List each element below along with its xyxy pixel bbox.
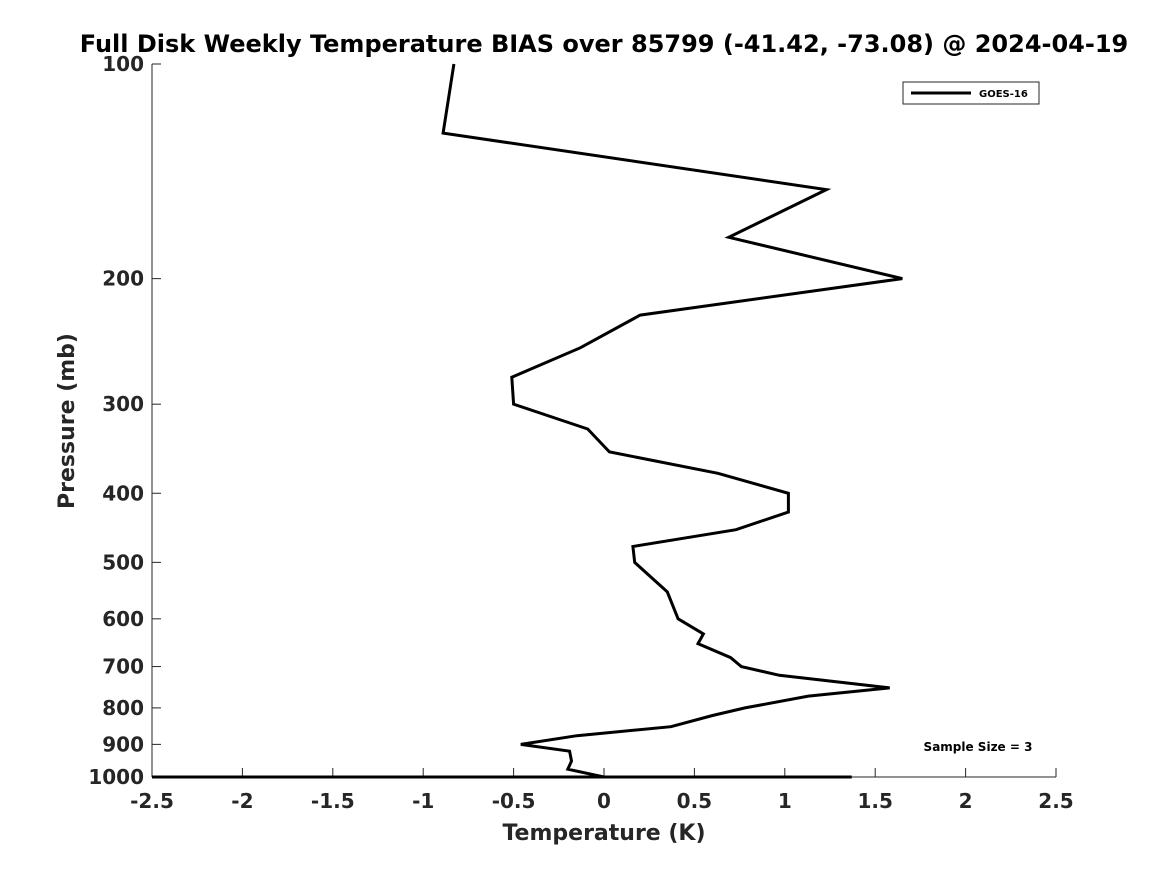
y-tick-label: 500 xyxy=(102,550,144,574)
y-tick-label: 400 xyxy=(102,481,144,505)
y-axis-label: Pressure (mb) xyxy=(55,333,80,509)
legend: GOES-16 xyxy=(902,81,1040,105)
x-tick-label: 1 xyxy=(778,789,792,813)
x-tick-label: -1 xyxy=(412,789,434,813)
series-line-goes-16 xyxy=(152,63,903,779)
y-tick-label: 300 xyxy=(102,392,144,416)
x-axis-label: Temperature (K) xyxy=(502,821,705,846)
x-tick-label: 1.5 xyxy=(857,789,892,813)
data-layer xyxy=(152,63,903,779)
chart-title: Full Disk Weekly Temperature BIAS over 8… xyxy=(80,30,1128,58)
x-tick-label: -1.5 xyxy=(311,789,355,813)
x-tick-label: 0.5 xyxy=(677,789,712,813)
y-tick-label: 700 xyxy=(102,655,144,679)
y-tick-label: 800 xyxy=(102,696,144,720)
legend-entry-label: GOES-16 xyxy=(979,89,1028,100)
x-tick-label: -2 xyxy=(231,789,253,813)
y-tick-label: 900 xyxy=(102,732,144,756)
x-tick-label: 0 xyxy=(597,789,611,813)
y-tick-label: 200 xyxy=(102,267,144,291)
sample-size-annotation: Sample Size = 3 xyxy=(924,740,1033,754)
x-tick-label: -2.5 xyxy=(130,789,174,813)
y-tick-label: 600 xyxy=(102,607,144,631)
y-tick-label: 100 xyxy=(102,52,144,76)
x-tick-label: -0.5 xyxy=(492,789,536,813)
x-tick-label: 2 xyxy=(959,789,973,813)
y-tick-label: 1000 xyxy=(88,765,144,789)
axes: -2.5 -2 -1.5 -1 -0.5 0 0.5 1 1.5 2 2.5 100 200 300 400… xyxy=(88,52,1073,813)
x-tick-label: 2.5 xyxy=(1038,789,1073,813)
